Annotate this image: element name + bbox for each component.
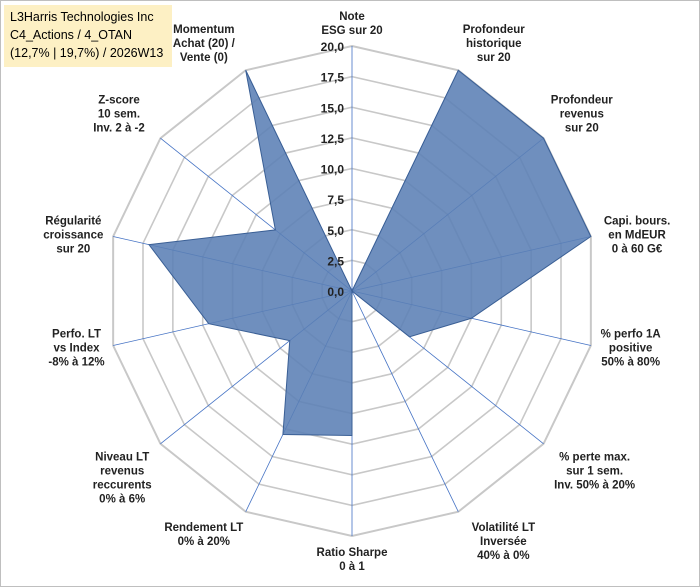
tick-label: 20,0 — [321, 40, 345, 54]
axis-label-10: Perfo. LT vs Index -8% à 12% — [48, 328, 104, 368]
axis-label-line: ESG sur 20 — [321, 25, 382, 37]
tick-label: 5,0 — [327, 224, 344, 238]
axis-label-line: Vente (0) — [180, 52, 228, 64]
axis-label-line: sur 20 — [56, 244, 90, 256]
axis-label-line: Régularité — [45, 216, 101, 228]
axis-label-line: Capi. bours. — [604, 216, 670, 228]
axis-label-line: 10 sem. — [98, 108, 140, 120]
axis-label-line: Volatilité LT — [472, 522, 535, 534]
tick-label: 15,0 — [321, 101, 345, 115]
axis-label-line: Profondeur — [463, 24, 525, 36]
axis-label-text-8: Rendement LT 0% à 20% — [164, 522, 243, 548]
axis-label-line: Niveau LT — [95, 452, 149, 464]
axis-label-line: 40% à 0% — [477, 550, 529, 562]
axis-label-text-5: % perte max. sur 1 sem. Inv. 50% à 20% — [554, 452, 635, 492]
chart-period: (12,7% | 19,7%) / 2026W13 — [10, 46, 164, 60]
chart-title-box: L3Harris Technologies Inc C4_Actions / 4… — [4, 5, 172, 67]
tick-label: 12,5 — [321, 132, 345, 146]
axis-label-4: % perfo 1A positive 50% à 80% — [601, 328, 661, 368]
axis-label-line: Achat (20) / — [173, 38, 236, 50]
axis-label-line: % perfo 1A — [601, 328, 661, 340]
axis-label-line: revenus — [560, 108, 604, 120]
axis-label-6: Volatilité LT Inversée 40% à 0% — [472, 522, 535, 562]
axis-label-line: historique — [466, 38, 522, 50]
axis-label-2: Profondeur revenus sur 20 — [551, 94, 613, 134]
axis-label-0: Note ESG sur 20 — [321, 11, 382, 37]
chart-title: L3Harris Technologies Inc — [10, 10, 154, 24]
axis-label-line: 0 à 60 G€ — [612, 244, 663, 256]
axis-label-text-7: Ratio Sharpe 0 à 1 — [317, 547, 388, 573]
axis-label-line: Ratio Sharpe — [317, 547, 388, 559]
tick-labels: 0,0 2,5 5,0 7,5 10,0 12,5 15,0 17,5 20,0 — [321, 40, 345, 299]
axis-label-line: revenus — [100, 466, 144, 478]
axis-label-9: Niveau LT revenus reccurents 0% à 6% — [93, 452, 152, 506]
axis-label-text-13: Momentum Achat (20) / Vente (0) — [173, 24, 236, 64]
axis-label-12: Z-score 10 sem. Inv. 2 à -2 — [93, 94, 145, 134]
axis-labels: Note ESG sur 20 Profondeur historique sur 20… — [43, 11, 670, 573]
axis-label-text-12: Z-score 10 sem. Inv. 2 à -2 — [93, 94, 145, 134]
axis-label-line: Profondeur — [551, 94, 613, 106]
axis-label-line: vs Index — [54, 342, 101, 354]
axis-label-line: Inv. 50% à 20% — [554, 480, 635, 492]
axis-label-text-11: Régularité croissance sur 20 — [43, 216, 103, 256]
axis-label-13: Momentum Achat (20) / Vente (0) — [173, 24, 236, 64]
axis-label-line: sur 20 — [565, 122, 599, 134]
axis-label-text-0: Note ESG sur 20 — [321, 11, 382, 37]
tick-label: 17,5 — [321, 71, 345, 85]
axis-label-line: Inv. 2 à -2 — [93, 122, 145, 134]
axis-label-text-2: Profondeur revenus sur 20 — [551, 94, 613, 134]
axis-label-line: 50% à 80% — [601, 356, 660, 368]
tick-label: 0,0 — [327, 285, 344, 299]
axis-label-1: Profondeur historique sur 20 — [463, 24, 525, 64]
axis-label-line: sur 20 — [477, 52, 511, 64]
chart-subtitle: C4_Actions / 4_OTAN — [10, 28, 133, 42]
axis-label-line: en MdEUR — [608, 230, 666, 242]
axis-label-text-1: Profondeur historique sur 20 — [463, 24, 525, 64]
axis-label-line: 0 à 1 — [339, 561, 365, 573]
tick-label: 2,5 — [327, 254, 344, 268]
axis-label-line: Z-score — [98, 94, 140, 106]
axis-label-line: Note — [339, 11, 365, 23]
axis-label-line: Perfo. LT — [52, 328, 101, 340]
axis-label-11: Régularité croissance sur 20 — [43, 216, 103, 256]
axis-label-line: Momentum — [173, 24, 234, 36]
axis-label-text-3: Capi. bours. en MdEUR 0 à 60 G€ — [604, 216, 670, 256]
axis-label-line: -8% à 12% — [48, 356, 104, 368]
axis-label-line: % perte max. — [559, 452, 630, 464]
axis-label-line: sur 1 sem. — [566, 466, 623, 478]
axis-label-text-10: Perfo. LT vs Index -8% à 12% — [48, 328, 104, 368]
axis-label-line: croissance — [43, 230, 103, 242]
axis-label-line: Rendement LT — [164, 522, 243, 534]
series — [148, 69, 592, 437]
axis-label-5: % perte max. sur 1 sem. Inv. 50% à 20% — [554, 452, 635, 492]
axis-label-7: Ratio Sharpe 0 à 1 — [317, 547, 388, 573]
axis-label-text-6: Volatilité LT Inversée 40% à 0% — [472, 522, 535, 562]
axis-label-line: positive — [609, 342, 652, 354]
axis-label-3: Capi. bours. en MdEUR 0 à 60 G€ — [604, 216, 670, 256]
series-area-0 — [148, 69, 592, 437]
axis-label-text-4: % perfo 1A positive 50% à 80% — [601, 328, 661, 368]
axis-spoke-6 — [351, 290, 459, 512]
axis-label-8: Rendement LT 0% à 20% — [164, 522, 243, 548]
axis-label-line: reccurents — [93, 480, 152, 492]
tick-label: 7,5 — [327, 193, 344, 207]
tick-label: 10,0 — [321, 163, 345, 177]
axis-label-text-9: Niveau LT revenus reccurents 0% à 6% — [93, 452, 152, 506]
axis-label-line: 0% à 20% — [178, 536, 230, 548]
axis-label-line: Inversée — [480, 536, 527, 548]
axis-label-line: 0% à 6% — [99, 494, 145, 506]
